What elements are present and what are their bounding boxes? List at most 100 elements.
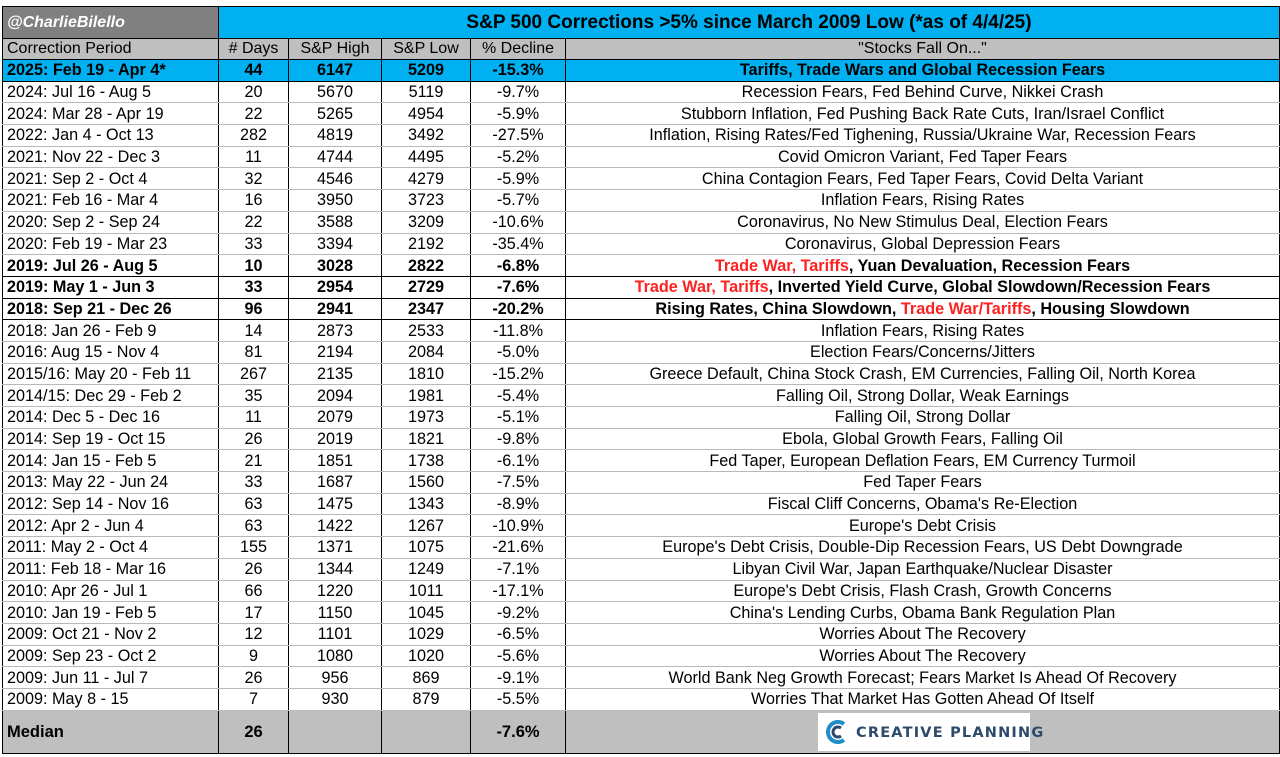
reason-text: Worries That Market Has Gotten Ahead Of … (750, 690, 1095, 709)
reason-cell: Fed Taper, European Deflation Fears, EM … (565, 449, 1280, 473)
reason-cell: Falling Oil, Strong Dollar (565, 406, 1280, 429)
decline-cell: -5.4% (470, 384, 566, 407)
table-row: 2018: Jan 26 - Feb 9 14 2873 2533 -11.8% Infl… (2, 319, 1280, 342)
median-sp-low (381, 709, 471, 754)
correction-period-cell: 2012: Sep 14 - Nov 16 (2, 493, 219, 516)
sp-high-cell: 3950 (288, 189, 382, 212)
sp-high-cell: 5670 (288, 81, 382, 104)
reason-cell: Europe's Debt Crisis (565, 514, 1280, 538)
sp-high-cell: 2194 (288, 341, 382, 364)
reason-cell: Ebola, Global Growth Fears, Falling Oil (565, 428, 1280, 451)
sp-high-cell: 2873 (288, 319, 382, 342)
reason-cell: Libyan Civil War, Japan Earthquake/Nucle… (565, 558, 1280, 581)
reason-text: China Contagion Fears, Fed Taper Fears, … (701, 169, 1144, 188)
decline-cell: -15.3% (470, 59, 566, 82)
median-sp-high (288, 709, 382, 754)
table-row: 2011: May 2 - Oct 4 155 1371 1075 -21.6% Euro… (2, 536, 1280, 559)
reason-text: Inflation, Rising Rates/Fed Tighening, R… (649, 126, 1196, 145)
correction-period-cell: 2013: May 22 - Jun 24 (2, 471, 219, 494)
reason-text: Libyan Civil War, Japan Earthquake/Nucle… (732, 560, 1113, 579)
reason-text: Falling Oil, Strong Dollar, Weak Earning… (775, 386, 1069, 405)
table-row: 2018: Sep 21 - Dec 26 96 2941 2347 -20.2% Ris… (2, 297, 1280, 321)
decline-cell: -20.2% (470, 297, 566, 321)
sp-low-cell: 2533 (381, 319, 471, 342)
reason-highlight-text: Trade War, Tariffs (714, 256, 849, 275)
sp-low-cell: 1267 (381, 514, 471, 538)
decline-cell: -11.8% (470, 319, 566, 342)
table-title: S&P 500 Corrections >5% since March 2009… (218, 6, 1280, 39)
reason-cell: World Bank Neg Growth Forecast; Fears Ma… (565, 666, 1280, 689)
reason-text: , Inverted Yield Curve, Global Slowdown/… (768, 278, 1211, 297)
correction-period-cell: 2019: May 1 - Jun 3 (2, 275, 219, 299)
median-decline: -7.6% (470, 709, 566, 754)
correction-period-cell: 2014/15: Dec 29 - Feb 2 (2, 384, 219, 407)
reason-cell: Rising Rates, China Slowdown, Trade War/… (565, 297, 1280, 321)
creative-planning-logo: CREATIVE PLANNING (818, 712, 1043, 751)
sp-high-cell: 2954 (288, 275, 382, 299)
table-row: 2024: Jul 16 - Aug 5 20 5670 5119 -9.7% Reces… (2, 81, 1280, 104)
correction-period-cell: 2021: Feb 16 - Mar 4 (2, 189, 219, 212)
header-decline: % Decline (470, 38, 566, 60)
decline-cell: -5.2% (470, 146, 566, 169)
decline-cell: -5.7% (470, 189, 566, 212)
sp-high-cell: 2019 (288, 428, 382, 451)
reason-cell: Stubborn Inflation, Fed Pushing Back Rat… (565, 102, 1280, 126)
reason-text: Ebola, Global Growth Fears, Falling Oil (782, 430, 1063, 449)
correction-period-cell: 2009: Sep 23 - Oct 2 (2, 645, 219, 668)
reason-cell: Europe's Debt Crisis, Flash Crash, Growt… (565, 580, 1280, 603)
days-cell: 12 (218, 623, 289, 646)
sp-high-cell: 2079 (288, 406, 382, 429)
decline-cell: -6.5% (470, 623, 566, 646)
reason-cell: China's Lending Curbs, Obama Bank Regula… (565, 601, 1280, 624)
days-cell: 33 (218, 471, 289, 494)
decline-cell: -7.1% (470, 558, 566, 581)
sp-high-cell: 1475 (288, 493, 382, 516)
reason-text: Fed Taper, European Deflation Fears, EM … (709, 451, 1136, 470)
sp-low-cell: 1343 (381, 493, 471, 516)
table-row: 2019: May 1 - Jun 3 33 2954 2729 -7.6% Trade … (2, 275, 1280, 299)
correction-period-cell: 2011: Feb 18 - Mar 16 (2, 558, 219, 581)
correction-period-cell: 2020: Sep 2 - Sep 24 (2, 211, 219, 234)
reason-text: Covid Omicron Variant, Fed Taper Fears (777, 148, 1068, 167)
days-cell: 63 (218, 514, 289, 538)
days-cell: 17 (218, 601, 289, 624)
sp-low-cell: 4495 (381, 146, 471, 169)
header-stocks-fall-on: "Stocks Fall On..." (565, 38, 1280, 60)
correction-period-cell: 2024: Jul 16 - Aug 5 (2, 81, 219, 104)
decline-cell: -9.8% (470, 428, 566, 451)
sp-high-cell: 2094 (288, 384, 382, 407)
decline-cell: -5.1% (470, 406, 566, 429)
reason-cell: Coronavirus, No New Stimulus Deal, Elect… (565, 211, 1280, 234)
sp-low-cell: 879 (381, 688, 471, 711)
sp-high-cell: 1687 (288, 471, 382, 494)
table-row: 2020: Sep 2 - Sep 24 22 3588 3209 -10.6% Coro… (2, 211, 1280, 234)
decline-cell: -7.5% (470, 471, 566, 494)
correction-period-cell: 2018: Jan 26 - Feb 9 (2, 319, 219, 342)
reason-text: Fiscal Cliff Concerns, Obama's Re-Electi… (767, 495, 1078, 514)
table-row: 2021: Feb 16 - Mar 4 16 3950 3723 -5.7% Infla… (2, 189, 1280, 212)
table-row: 2019: Jul 26 - Aug 5 10 3028 2822 -6.8% Trade… (2, 254, 1280, 277)
correction-period-cell: 2016: Aug 15 - Nov 4 (2, 341, 219, 364)
sp-low-cell: 1029 (381, 623, 471, 646)
days-cell: 7 (218, 688, 289, 711)
sp-low-cell: 1973 (381, 406, 471, 429)
sp-high-cell: 3394 (288, 233, 382, 256)
days-cell: 14 (218, 319, 289, 342)
table-row: 2024: Mar 28 - Apr 19 22 5265 4954 -5.9% Stub… (2, 102, 1280, 126)
correction-period-cell: 2019: Jul 26 - Aug 5 (2, 254, 219, 277)
reason-cell: Greece Default, China Stock Crash, EM Cu… (565, 363, 1280, 386)
reason-text: Recession Fears, Fed Behind Curve, Nikke… (741, 83, 1104, 102)
correction-period-cell: 2018: Sep 21 - Dec 26 (2, 297, 219, 321)
sp-high-cell: 1220 (288, 580, 382, 603)
reason-cell: China Contagion Fears, Fed Taper Fears, … (565, 167, 1280, 191)
reason-cell: Fed Taper Fears (565, 471, 1280, 494)
decline-cell: -10.9% (470, 514, 566, 538)
reason-text: Coronavirus, Global Depression Fears (784, 234, 1061, 253)
creative-planning-logo-icon (826, 719, 846, 744)
sp-low-cell: 4279 (381, 167, 471, 191)
sp-high-cell: 1080 (288, 645, 382, 668)
sp-high-cell: 3028 (288, 254, 382, 277)
sp-low-cell: 2729 (381, 275, 471, 299)
correction-period-cell: 2015/16: May 20 - Feb 11 (2, 363, 219, 386)
table-row: 2014: Jan 15 - Feb 5 21 1851 1738 -6.1% Fed T… (2, 449, 1280, 473)
